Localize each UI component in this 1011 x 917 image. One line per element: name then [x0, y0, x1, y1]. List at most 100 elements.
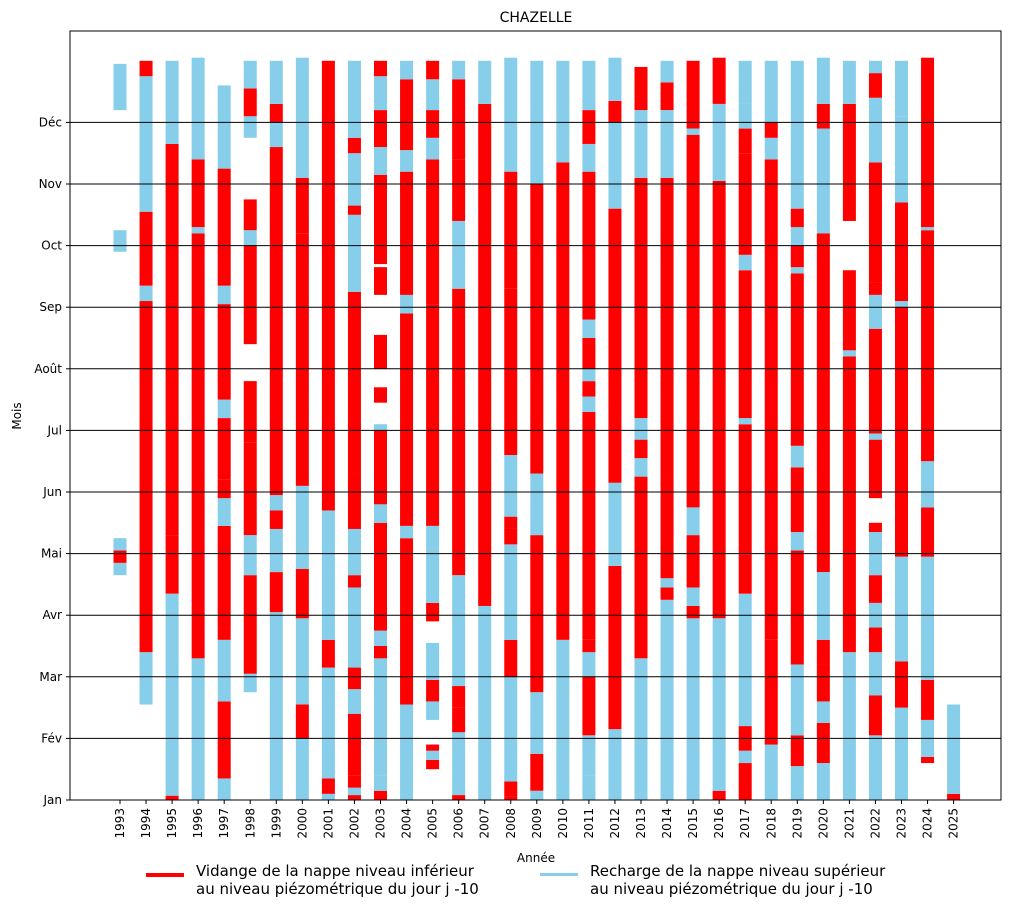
bar-segment-2023-6-recharge [895, 116, 908, 203]
x-tick-label-2006: 2006 [452, 808, 466, 839]
bar-segment-2008-4-recharge [504, 544, 518, 640]
bar-segment-2002-13-recharge [347, 153, 361, 206]
bar-segment-2002-8-recharge [347, 528, 361, 576]
bar-segment-2004-1-vidange [400, 538, 414, 705]
bar-segment-2008-8-vidange [504, 288, 518, 456]
bar-segment-2022-9-recharge [868, 433, 882, 440]
bar-segment-2009-1-vidange [530, 753, 544, 791]
bar-segment-2024-4-vidange [921, 507, 935, 557]
bar-segment-2020-8-recharge [816, 128, 830, 234]
bar-segment-2001-5-vidange [321, 60, 335, 511]
bar-segment-2004-7-vidange [400, 79, 414, 151]
bar-segment-2020-3-vidange [816, 664, 830, 702]
bar-segment-2005-6-vidange [426, 602, 440, 622]
bar-segment-2005-5-recharge [426, 642, 440, 680]
bar-segment-2015-0-recharge [686, 618, 700, 800]
bar-segment-1994-1-vidange [139, 301, 153, 653]
bar-segment-1997-5-recharge [217, 498, 231, 526]
bar-segment-2019-12-recharge [790, 60, 804, 209]
bar-segment-2011-6-recharge [582, 396, 596, 412]
bar-segment-1994-2-recharge [139, 285, 153, 302]
bar-segment-2022-14-vidange [868, 162, 882, 283]
bar-segment-2021-5-recharge [842, 60, 856, 104]
bar-segment-2013-2-recharge [634, 458, 648, 477]
bar-segment-1997-7-vidange [217, 418, 231, 480]
bar-segment-2021-2-recharge [842, 350, 856, 357]
bar-segment-2003-3-recharge [374, 658, 387, 739]
bar-segment-1998-7-vidange [243, 199, 257, 231]
legend-swatch-recharge [540, 873, 578, 876]
bar-segment-2003-7-recharge [374, 504, 387, 523]
bar-segment-1994-0-recharge [139, 652, 153, 705]
bar-segment-1996-2-recharge [191, 227, 205, 234]
bar-segment-2019-3-vidange [790, 550, 804, 665]
bar-segment-1997-6-vidange [217, 479, 231, 499]
y-tick-label-11: Nov [39, 177, 62, 191]
x-tick-label-1994: 1994 [139, 808, 153, 839]
bar-segment-2001-3-vidange [321, 639, 335, 668]
bar-segment-2004-0-recharge [400, 704, 414, 800]
bar-segment-2011-0-recharge [582, 775, 596, 800]
bar-segment-2025-1-recharge [947, 704, 961, 794]
x-tick-label-2000: 2000 [295, 808, 309, 839]
bar-segment-2017-0-vidange [738, 763, 752, 800]
bar-segment-2014-4-recharge [660, 110, 674, 178]
y-tick-label-9: Sep [39, 300, 62, 314]
bar-segment-1995-0-vidange [165, 795, 179, 800]
legend-swatch-vidange [146, 873, 184, 877]
bar-segment-2002-1-recharge [347, 787, 361, 796]
legend-label-vidange: Vidange de la nappe niveau inférieur au … [196, 862, 479, 898]
plot-frame [69, 30, 1002, 801]
bar-segment-2013-1-vidange [634, 476, 648, 659]
y-tick-label-7: Jul [47, 423, 62, 437]
bar-segment-2002-0-vidange [347, 795, 361, 800]
bar-segment-2003-9-recharge [374, 424, 387, 431]
bar-segment-1998-2-recharge [243, 535, 257, 576]
bar-segment-2005-14-vidange [426, 60, 440, 80]
x-tick-label-1997: 1997 [217, 808, 231, 839]
bar-segment-2011-7-vidange [582, 381, 596, 397]
bar-segment-2023-2-recharge [895, 556, 908, 662]
bar-segment-1998-0-recharge [243, 673, 257, 693]
x-tick-label-1999: 1999 [269, 808, 283, 839]
bar-segment-2017-12-recharge [738, 103, 752, 129]
x-tick-label-2005: 2005 [426, 808, 440, 839]
bar-segment-1997-4-vidange [217, 525, 231, 628]
bar-segment-2017-10-vidange [738, 153, 752, 184]
bar-segment-2016-2-vidange [712, 433, 726, 619]
y-tick-label-1: Jan [43, 793, 63, 807]
bar-segment-2014-2-recharge [660, 578, 674, 588]
bar-segment-2000-4-recharge [295, 485, 309, 569]
bar-segment-2015-2-recharge [686, 587, 700, 606]
bar-segment-2017-8-recharge [738, 254, 752, 271]
bar-segment-2012-2-recharge [608, 482, 622, 566]
y-tick-label-2: Fév [41, 731, 62, 745]
bar-segment-2016-0-vidange [712, 790, 726, 800]
chart-title: CHAZELLE [500, 10, 573, 26]
bar-segment-2021-1-vidange [842, 356, 856, 653]
bar-segment-2018-4-vidange [764, 122, 778, 138]
bar-segment-2000-1-vidange [295, 704, 309, 739]
bar-segment-2024-6-vidange [921, 230, 935, 462]
bar-segment-2014-5-vidange [660, 82, 674, 111]
bar-segment-2023-7-recharge [895, 107, 908, 117]
x-tick-label-2016: 2016 [712, 808, 726, 839]
bar-segment-2002-15-recharge [347, 60, 361, 138]
bar-segment-2004-4-recharge [400, 294, 414, 314]
x-tick-label-2020: 2020 [816, 808, 830, 839]
bar-segment-2019-11-vidange [790, 208, 804, 228]
bar-segment-1998-4-vidange [243, 381, 257, 443]
bar-segment-2022-0-recharge [868, 735, 882, 800]
bar-segment-2022-16-vidange [868, 73, 882, 98]
bar-segment-2023-0-recharge [895, 707, 908, 800]
x-tick-label-2004: 2004 [400, 808, 414, 839]
x-tick-label-2011: 2011 [582, 808, 596, 839]
bar-segment-2004-6-recharge [400, 150, 414, 172]
bar-segment-2023-4-recharge [895, 301, 908, 308]
bar-segment-1996-1-vidange [191, 233, 205, 659]
bar-segment-1999-3-vidange [269, 510, 283, 529]
bar-segment-2022-2-recharge [868, 652, 882, 696]
bar-segment-2016-5-vidange [712, 57, 726, 104]
y-axis-label: Mois [10, 402, 24, 429]
bar-segment-2008-9-vidange [504, 171, 518, 289]
